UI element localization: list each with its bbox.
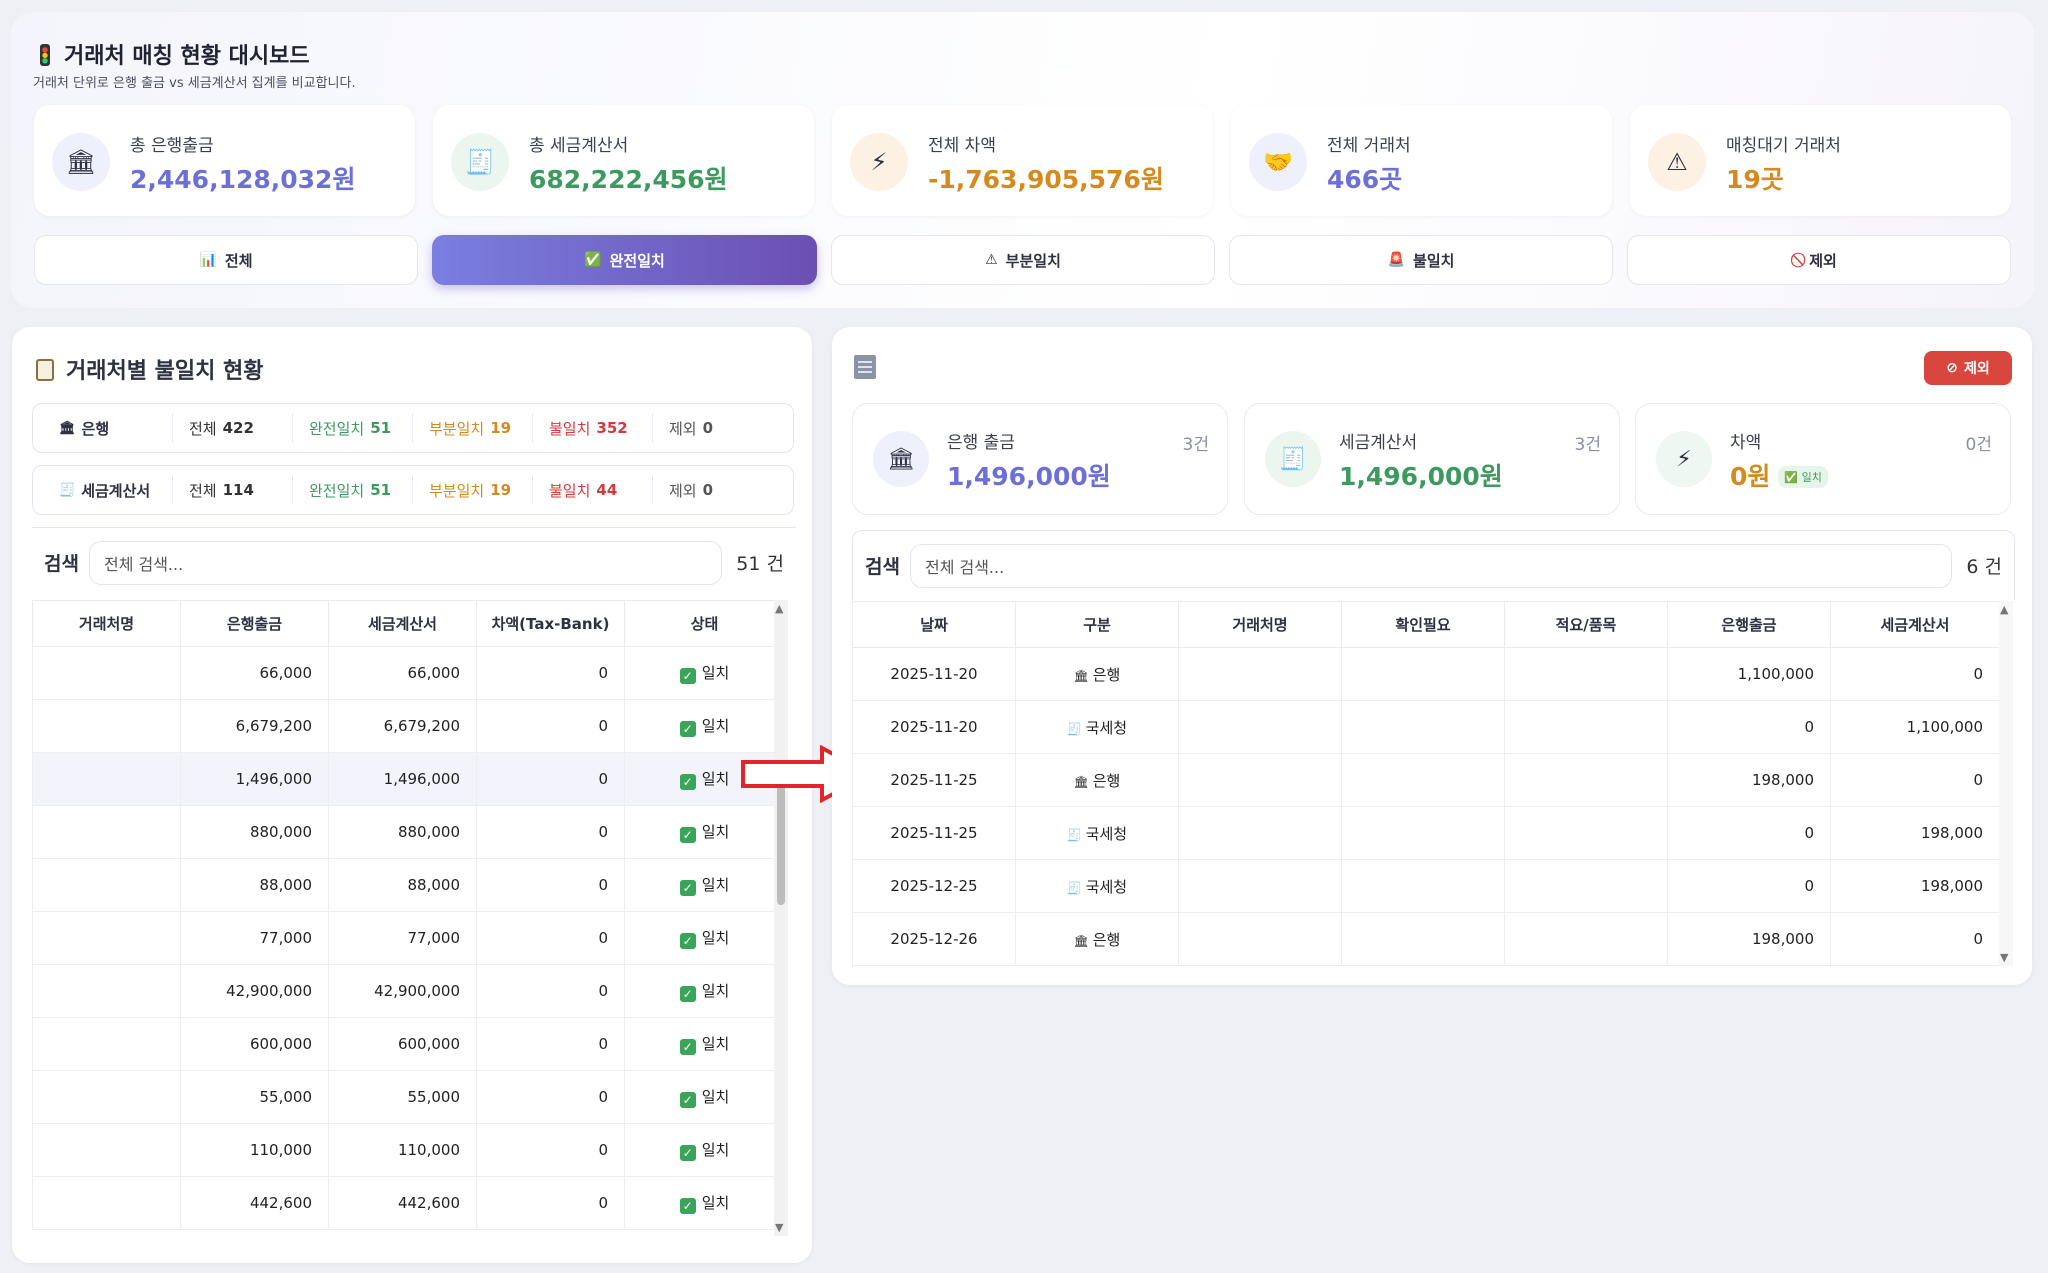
right-search-bar: 검색 전체 검색... 6 건 <box>852 530 2015 600</box>
check-icon: ✓ <box>679 827 696 843</box>
table-row[interactable]: 42,900,000 42,900,000 0 ✓ 일치 <box>32 964 785 1018</box>
receipt-icon: 🧾 <box>59 482 76 498</box>
left-table-scrollbar[interactable]: ▲ ▼ <box>774 600 788 1236</box>
bank-summary-row: 🏛 은행 전체 422 완전일치 51 부분일치 19 불일치 352 제외 0 <box>32 403 794 453</box>
filter-mismatch-button[interactable]: 🚨 불일치 <box>1229 235 1613 285</box>
chart-icon: 📊 <box>199 252 217 268</box>
stat-card-total-diff: ⚡ 전체 차액 -1,763,905,576원 <box>832 105 1213 216</box>
table-row[interactable]: 2025-12-26 🏛 은행 198,000 0 <box>852 912 2000 966</box>
check-icon: ✓ <box>679 1198 696 1214</box>
table-row[interactable]: 1,496,000 1,496,000 0 ✓ 일치 <box>32 752 785 806</box>
right-table-scrollbar[interactable]: ▲ ▼ <box>1999 601 2013 966</box>
filter-full-match-button[interactable]: ✅ 완전일치 <box>432 235 817 285</box>
table-row[interactable]: 600,000 600,000 0 ✓ 일치 <box>32 1017 785 1071</box>
bank-icon: 🏛 <box>1073 668 1093 683</box>
scroll-up-icon[interactable]: ▲ <box>2000 603 2009 616</box>
left-search-input[interactable]: 전체 검색... <box>88 540 723 585</box>
handshake-icon: 🤝 <box>1249 133 1307 191</box>
warning-icon: ⚠ <box>985 252 998 268</box>
check-icon: ✓ <box>679 1092 696 1108</box>
check-icon: ✓ <box>679 986 696 1002</box>
table-row[interactable]: 77,000 77,000 0 ✓ 일치 <box>32 911 785 965</box>
prohibited-icon: ⊘ <box>1946 360 1958 376</box>
filter-excluded-button[interactable]: ⃠제외 <box>1627 235 2011 285</box>
receipt-icon: 🧾 <box>1265 431 1321 487</box>
panel-title: 거래처별 불일치 현황 <box>36 353 263 385</box>
building-icon <box>854 355 876 379</box>
table-row[interactable]: 88,000 88,000 0 ✓ 일치 <box>32 858 785 912</box>
bank-icon: 🏛 <box>1073 933 1093 948</box>
table-row[interactable]: 6,679,200 6,679,200 0 ✓ 일치 <box>32 699 785 753</box>
scroll-up-icon[interactable]: ▲ <box>775 602 784 615</box>
receipt-icon: 🧾 <box>451 133 509 191</box>
receipt-icon: 🧾 <box>1066 827 1086 842</box>
page-title: 거래처 매칭 현황 대시보드 <box>40 38 310 70</box>
table-row[interactable]: 2025-11-25 🧾 국세청 0 198,000 <box>852 806 2000 860</box>
stat-card-total-bank: 🏛 총 은행출금 2,446,128,032원 <box>34 105 415 216</box>
table-row[interactable]: 2025-11-20 🏛 은행 1,100,000 0 <box>852 647 2000 701</box>
stat-card-pending: ⚠ 매칭대기 거래처 19곳 <box>1630 105 2011 216</box>
match-badge: ✅ 일치 <box>1778 466 1828 488</box>
bank-icon: 🏛 <box>1073 774 1093 789</box>
left-result-count: 51 건 <box>736 553 784 575</box>
scroll-down-icon[interactable]: ▼ <box>775 1221 784 1234</box>
table-row[interactable]: 2025-11-25 🏛 은행 198,000 0 <box>852 753 2000 807</box>
check-icon: ✓ <box>679 1145 696 1161</box>
scroll-thumb[interactable] <box>777 780 785 905</box>
detail-stat-bank: 🏛 은행 출금 1,496,000원 3건 <box>852 403 1228 515</box>
page-subtitle: 거래처 단위로 은행 출금 vs 세금계산서 집계를 비교합니다. <box>33 76 356 91</box>
check-icon: ✓ <box>679 880 696 896</box>
filter-partial-match-button[interactable]: ⚠ 부분일치 <box>831 235 1215 285</box>
partner-detail-panel: ⊘ 제외 🏛 은행 출금 1,496,000원 3건 🧾 세금계산서 1,496,… <box>832 327 2032 985</box>
left-search-bar: 검색 전체 검색... 51 건 <box>32 527 796 597</box>
clipboard-icon <box>36 359 54 381</box>
check-icon: ✓ <box>679 721 696 737</box>
check-icon: ✓ <box>679 1039 696 1055</box>
table-row[interactable]: 55,000 55,000 0 ✓ 일치 <box>32 1070 785 1124</box>
scroll-down-icon[interactable]: ▼ <box>2000 951 2009 964</box>
filter-all-button[interactable]: 📊 전체 <box>34 235 418 285</box>
siren-icon: 🚨 <box>1387 252 1406 268</box>
bank-icon: 🏛 <box>873 431 929 487</box>
bank-icon: 🏛 <box>59 420 76 436</box>
detail-stat-diff: ⚡ 차액 0원 ✅ 일치 0건 <box>1635 403 2011 515</box>
warning-icon: ⚠ <box>1648 133 1706 191</box>
table-row[interactable]: 2025-11-20 🧾 국세청 0 1,100,000 <box>852 700 2000 754</box>
exclude-button[interactable]: ⊘ 제외 <box>1924 351 2012 385</box>
partner-table: 거래처명 은행출금 세금계산서 차액(Tax-Bank) 상태 66,000 66… <box>32 600 785 1230</box>
table-row[interactable]: 880,000 880,000 0 ✓ 일치 <box>32 805 785 859</box>
bank-icon: 🏛 <box>52 133 110 191</box>
check-icon: ✓ <box>679 668 696 684</box>
table-row[interactable]: 110,000 110,000 0 ✓ 일치 <box>32 1123 785 1177</box>
table-header: 날짜 구분 거래처명 확인필요 적요/품목 은행출금 세금계산서 <box>852 601 2000 648</box>
detail-stat-tax: 🧾 세금계산서 1,496,000원 3건 <box>1244 403 1620 515</box>
table-row[interactable]: 442,600 442,600 0 ✓ 일치 <box>32 1176 785 1230</box>
check-icon: ✅ <box>584 252 602 268</box>
check-icon: ✓ <box>679 774 696 790</box>
receipt-icon: 🧾 <box>1066 721 1086 736</box>
partner-mismatch-panel: 거래처별 불일치 현황 🏛 은행 전체 422 완전일치 51 부분일치 19 불일치 3… <box>12 327 812 1263</box>
stat-card-total-tax: 🧾 총 세금계산서 682,222,456원 <box>433 105 814 216</box>
lightning-icon: ⚡ <box>1656 431 1712 487</box>
right-result-count: 6 건 <box>1966 556 2002 578</box>
table-row[interactable]: 2025-12-25 🧾 국세청 0 198,000 <box>852 859 2000 913</box>
receipt-icon: 🧾 <box>1066 880 1086 895</box>
stat-card-total-partners: 🤝 전체 거래처 466곳 <box>1231 105 1612 216</box>
right-search-input[interactable]: 전체 검색... <box>909 543 1953 588</box>
lightning-icon: ⚡ <box>850 133 908 191</box>
tax-summary-row: 🧾 세금계산서 전체 114 완전일치 51 부분일치 19 불일치 44 제외 0 <box>32 465 794 515</box>
check-icon: ✓ <box>679 933 696 949</box>
table-row[interactable]: 66,000 66,000 0 ✓ 일치 <box>32 646 785 700</box>
table-header: 거래처명 은행출금 세금계산서 차액(Tax-Bank) 상태 <box>32 600 785 647</box>
detail-table: 날짜 구분 거래처명 확인필요 적요/품목 은행출금 세금계산서 2025-11… <box>852 601 2000 966</box>
traffic-light-icon <box>40 44 50 66</box>
